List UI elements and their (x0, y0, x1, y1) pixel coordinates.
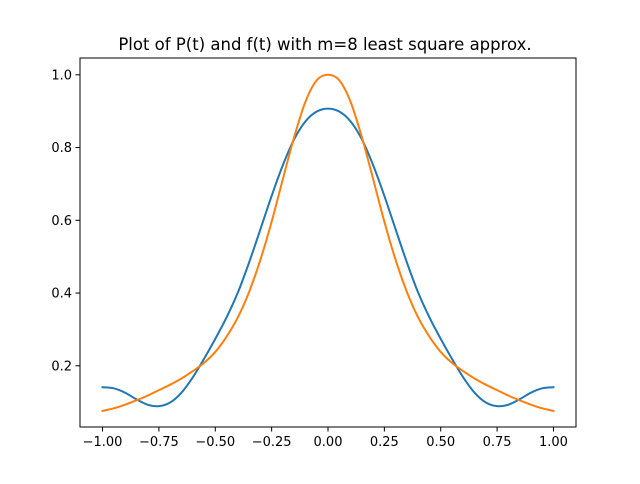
series-line-1 (101, 107, 555, 408)
y-tick-label: 0.8 (51, 141, 72, 156)
y-tick-label: 0.6 (51, 214, 72, 229)
y-tick-label: 0.2 (51, 359, 72, 374)
y-tick-label: 1.0 (51, 68, 72, 83)
series-line-2 (101, 73, 555, 413)
y-tick-label: 0.4 (51, 287, 72, 302)
x-tick-label: 0.00 (314, 435, 343, 450)
x-tick-label: −0.25 (252, 435, 292, 450)
x-tick-label: 0.75 (483, 435, 512, 450)
series-layer (101, 73, 555, 413)
x-axis-ticks: −1.00 −0.75 −0.50 −0.25 0.00 0.25 0.50 0.75 1.00 (83, 427, 568, 450)
x-tick-label: −1.00 (83, 435, 123, 450)
x-tick-label: 1.00 (539, 435, 568, 450)
axes-frame (79, 57, 577, 428)
x-tick-label: 0.25 (370, 435, 399, 450)
y-axis-ticks: 0.2 0.4 0.6 0.8 1.0 (51, 68, 80, 374)
x-tick-label: −0.75 (139, 435, 179, 450)
chart-title: Plot of P(t) and f(t) with m=8 least squ… (118, 35, 531, 54)
x-tick-label: −0.50 (195, 435, 235, 450)
x-tick-label: 0.50 (426, 435, 455, 450)
